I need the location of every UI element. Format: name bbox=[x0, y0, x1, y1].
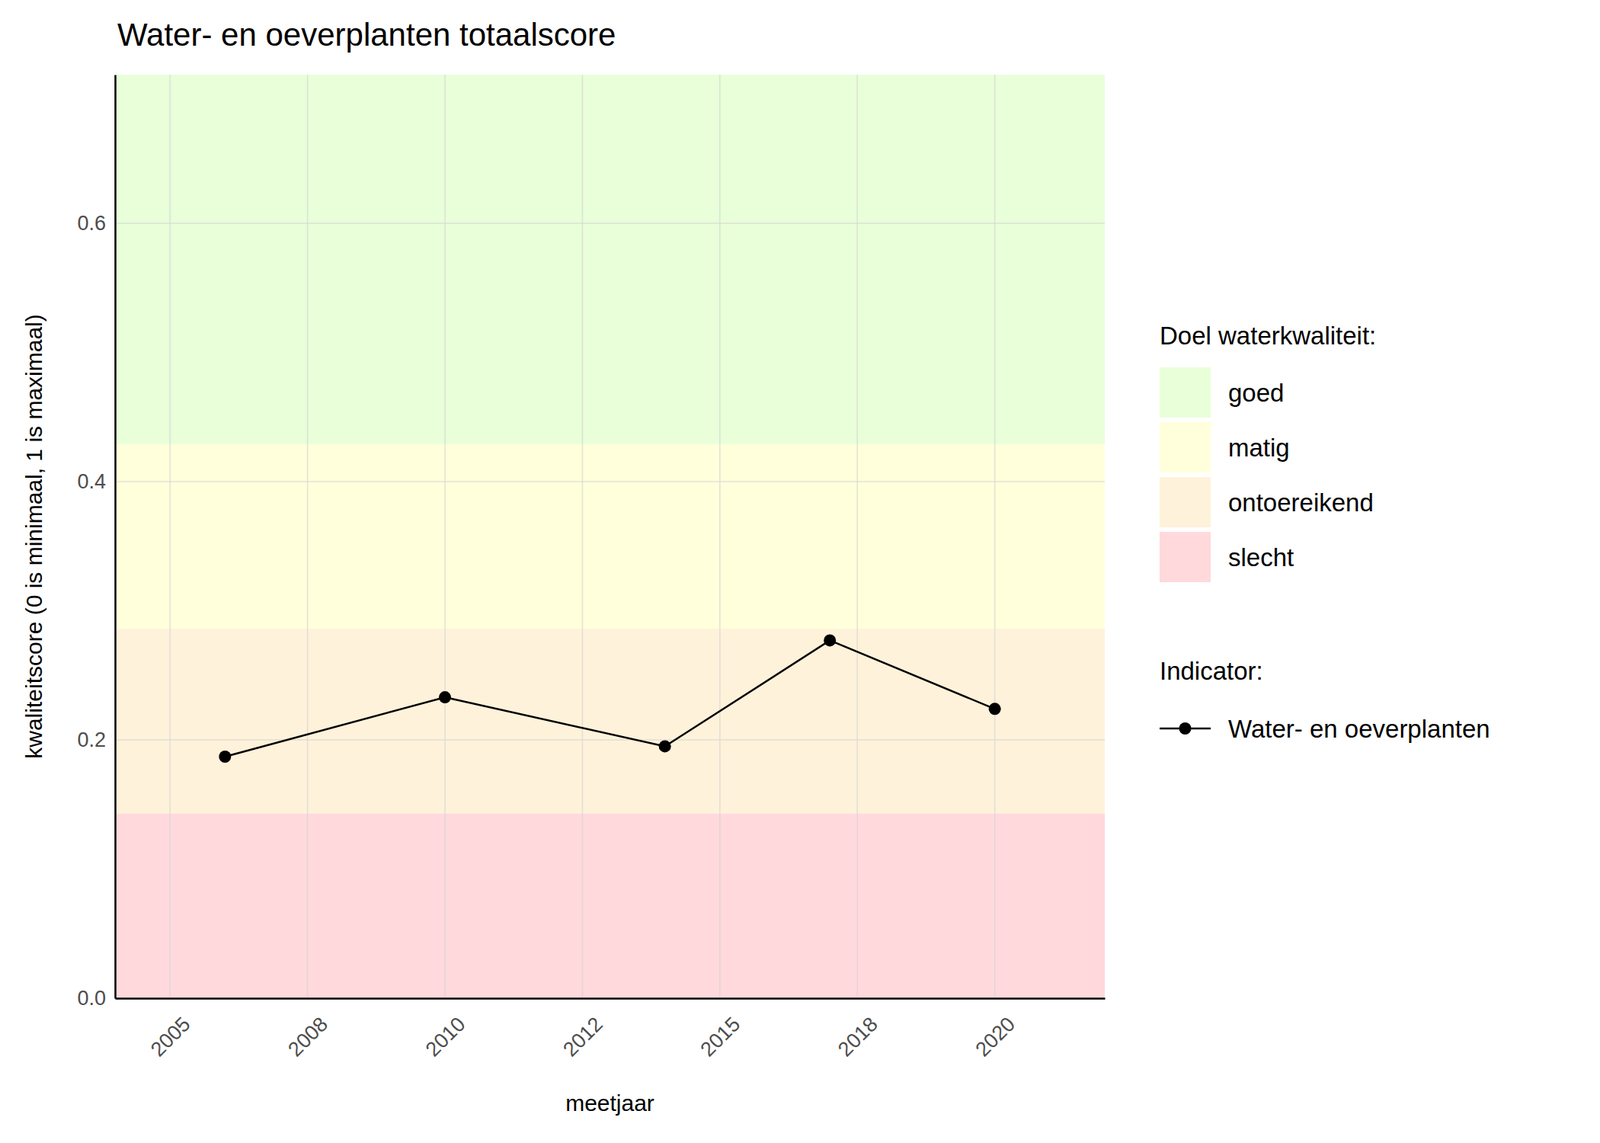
grid bbox=[115, 74, 1105, 999]
x-tick: 2012 bbox=[558, 998, 608, 1061]
x-tick-label: 2012 bbox=[558, 1012, 608, 1062]
grid-line-y bbox=[115, 480, 1105, 483]
x-tick: 2020 bbox=[970, 998, 1020, 1061]
x-tick-label: 2010 bbox=[421, 1012, 471, 1062]
quality-band bbox=[115, 628, 1105, 813]
grid-line-y bbox=[115, 739, 1105, 741]
x-tick-label: 2020 bbox=[970, 1012, 1020, 1062]
y-tick-label: 0.0 bbox=[76, 986, 106, 1010]
legend-label: goed bbox=[1228, 378, 1284, 407]
y-tick-label: 0.6 bbox=[76, 211, 106, 235]
legend-marker bbox=[1179, 722, 1192, 735]
legend-swatch bbox=[1159, 367, 1211, 418]
y-tick: 0.6 bbox=[76, 211, 116, 235]
y-tick: 0.0 bbox=[76, 986, 116, 1010]
legend-swatch bbox=[1159, 531, 1211, 583]
x-tick-label: 2005 bbox=[146, 1012, 196, 1062]
grid-line-y bbox=[115, 997, 1105, 999]
legend-swatch bbox=[1159, 422, 1211, 473]
grid-line-x bbox=[307, 74, 309, 999]
title: Water- en oeverplanten totaalscore bbox=[117, 16, 616, 53]
grid-line-y bbox=[115, 222, 1105, 224]
data bbox=[218, 633, 1001, 763]
x-tick: 2010 bbox=[421, 998, 471, 1061]
x-tick-label: 2018 bbox=[833, 1012, 883, 1062]
y-axis: 0.0 0.2 0.4 0.6 bbox=[76, 75, 116, 1011]
x-tick-label: 2008 bbox=[283, 1012, 333, 1062]
chart: 0.0 0.2 0.4 0.6 2005 2008 2010 2012 2015 2018 2020… bbox=[0, 0, 1600, 1143]
legend-swatch bbox=[1159, 476, 1211, 528]
grid-line-x bbox=[857, 74, 859, 999]
x-tick: 2005 bbox=[146, 998, 196, 1061]
x-axis-line bbox=[115, 997, 1106, 1000]
series-point bbox=[659, 739, 672, 752]
x-tick: 2008 bbox=[283, 998, 333, 1061]
legend-label: ontoereikend bbox=[1228, 488, 1374, 517]
x-tick: 2015 bbox=[696, 998, 746, 1061]
grid-line-x bbox=[719, 74, 721, 999]
quality-band bbox=[115, 444, 1105, 629]
legend-title: Indicator: bbox=[1159, 656, 1264, 685]
legend-label: slecht bbox=[1228, 543, 1294, 572]
y-axis-line bbox=[114, 75, 117, 999]
x-axis: 2005 2008 2010 2012 2015 2018 2020 bbox=[115, 998, 1106, 1061]
series-point bbox=[823, 633, 836, 647]
quality-band bbox=[115, 74, 1105, 445]
x-tick-label: 2015 bbox=[696, 1012, 746, 1062]
series-line bbox=[224, 640, 995, 757]
grid-line-x bbox=[169, 74, 171, 999]
legend-label: Water- en oeverplanten bbox=[1228, 714, 1491, 743]
series-point bbox=[218, 750, 231, 763]
y-axis-title: kwaliteitscore (0 is minimaal, 1 is maxi… bbox=[21, 313, 47, 759]
legend-label: matig bbox=[1228, 433, 1290, 462]
grid-line-x bbox=[444, 74, 446, 999]
x-axis-title: meetjaar bbox=[565, 1090, 655, 1116]
x-tick: 2018 bbox=[833, 998, 883, 1061]
series-point bbox=[438, 691, 452, 704]
y-tick: 0.4 bbox=[76, 470, 116, 493]
y-tick-label: 0.2 bbox=[76, 728, 106, 752]
legend: Doel waterkwaliteit: goed matig ontoereiken… bbox=[1159, 321, 1491, 743]
grid-line-x bbox=[582, 74, 584, 999]
grid-line-x bbox=[994, 74, 996, 999]
bands bbox=[115, 74, 1105, 999]
y-tick: 0.2 bbox=[76, 728, 116, 752]
legend-title: Doel waterkwaliteit: bbox=[1159, 321, 1376, 350]
plot: 0.0 0.2 0.4 0.6 2005 2008 2010 2012 2015 2018 2020 bbox=[76, 74, 1105, 1061]
series-point bbox=[988, 702, 1002, 715]
y-tick-label: 0.4 bbox=[76, 470, 106, 493]
quality-band bbox=[115, 813, 1105, 999]
